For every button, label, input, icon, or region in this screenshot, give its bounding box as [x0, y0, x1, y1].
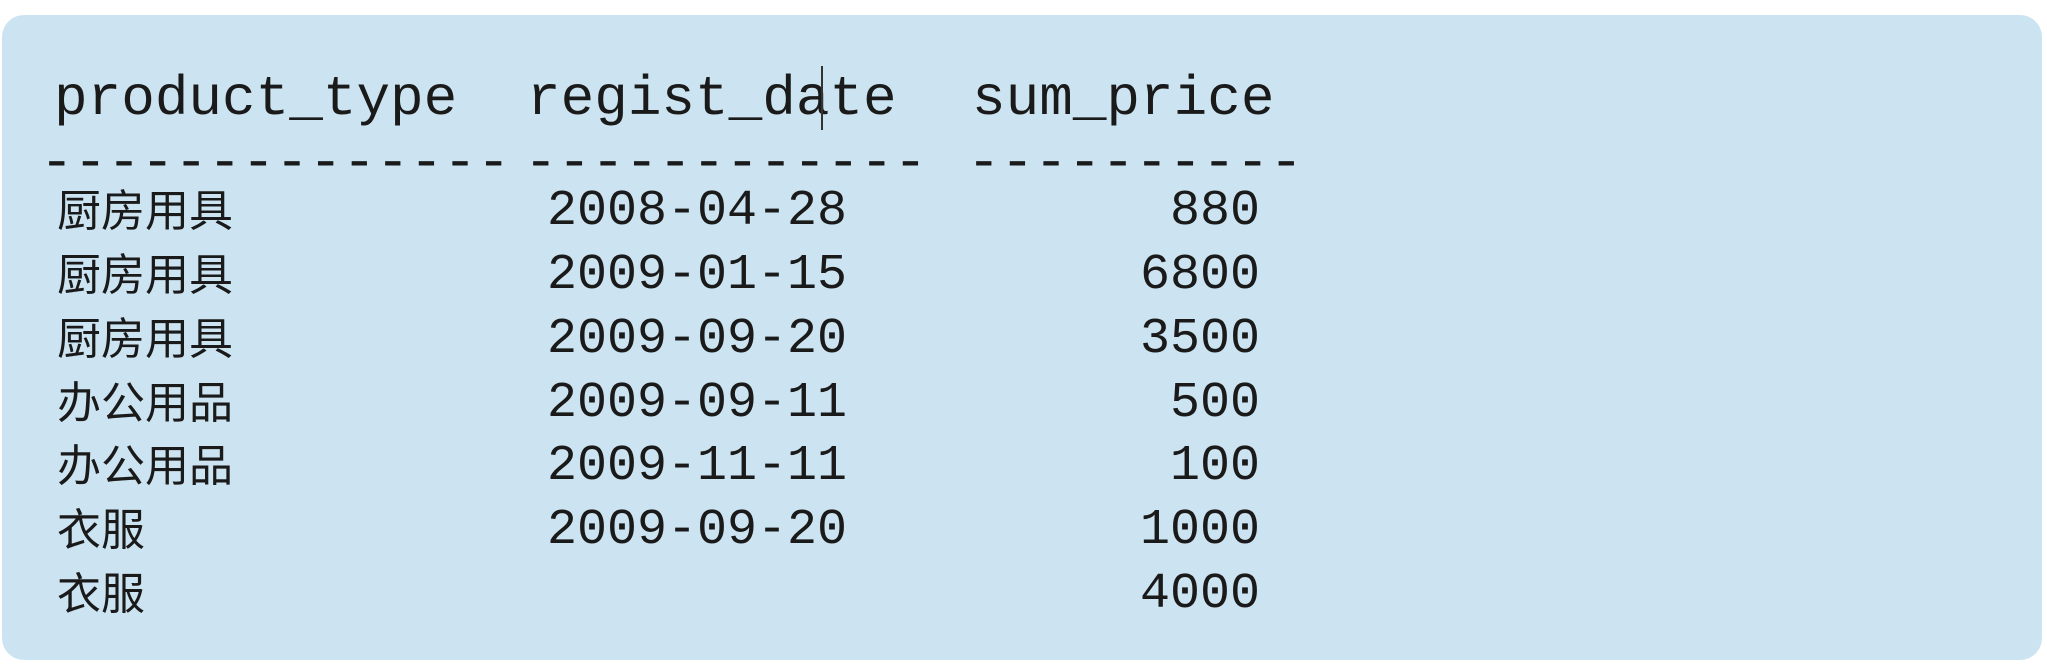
table-row: 办公用品 2009-09-11 500	[2, 372, 1302, 436]
cell-sum-price: 1000	[1139, 502, 1260, 559]
cell-regist-date: 2008-04-28	[547, 183, 848, 240]
column-header-sum-price: sum_price	[972, 67, 1275, 131]
separator-sum-price: ----------	[967, 131, 1304, 195]
cell-regist-date: 2009-01-15	[547, 247, 848, 304]
table-row: 衣服 2009-09-20 1000	[2, 499, 1302, 563]
cell-sum-price: 500	[1169, 375, 1260, 432]
cell-regist-date: 2009-09-20	[547, 311, 848, 368]
table-row: 办公用品 2009-11-11 100	[2, 435, 1302, 499]
cell-sum-price: 880	[1169, 183, 1260, 240]
cell-product-type: 办公用品	[57, 378, 233, 429]
table-row: 厨房用具 2009-01-15 6800	[2, 244, 1302, 308]
separator-regist-date: ------------	[524, 131, 928, 195]
table-row: 厨房用具 2009-09-20 3500	[2, 308, 1302, 372]
cell-sum-price: 100	[1169, 438, 1260, 495]
text-cursor	[821, 66, 823, 130]
cell-sum-price: 6800	[1139, 247, 1260, 304]
cell-regist-date: 2009-09-20	[547, 502, 848, 559]
table-row: 衣服 4000	[2, 563, 1302, 627]
cell-product-type: 衣服	[57, 505, 145, 556]
cell-product-type: 厨房用具	[57, 314, 233, 365]
cell-regist-date: 2009-09-11	[547, 375, 848, 432]
separator-product-type: --------------	[40, 131, 511, 195]
cell-product-type: 厨房用具	[57, 186, 233, 237]
column-header-regist-date: regist_date	[527, 67, 897, 131]
cell-product-type: 厨房用具	[57, 250, 233, 301]
table-row: 厨房用具 2008-04-28 880	[2, 180, 1302, 244]
column-header-product-type: product_type	[54, 67, 458, 131]
cell-sum-price: 3500	[1139, 311, 1260, 368]
cell-product-type: 衣服	[57, 569, 145, 620]
cell-product-type: 办公用品	[57, 441, 233, 492]
cell-regist-date: 2009-11-11	[547, 438, 848, 495]
query-result-panel: product_type regist_date sum_price -----…	[2, 15, 2042, 660]
cell-sum-price: 4000	[1139, 566, 1260, 623]
